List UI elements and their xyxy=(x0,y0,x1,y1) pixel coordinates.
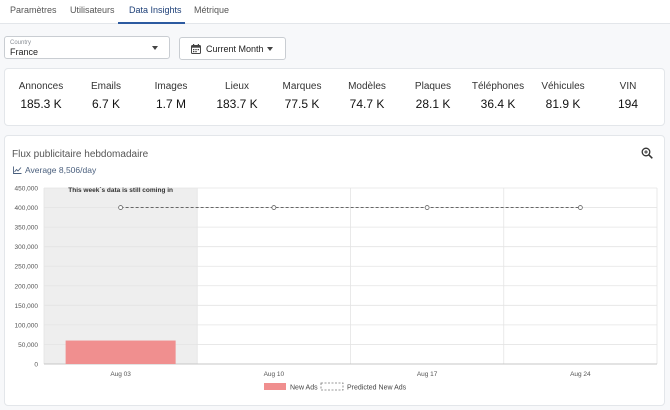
x-tick-label: Aug 17 xyxy=(417,371,438,378)
legend-swatch-new-ads xyxy=(264,383,286,390)
stat-label: Emails xyxy=(90,81,121,92)
legend-label-new-ads: New Ads xyxy=(290,385,318,392)
tab-utilisateurs[interactable]: Utilisateurs xyxy=(70,5,115,15)
stats-card: Annonces 185.3 K Emails 6.7 K Images 1.7… xyxy=(4,68,665,126)
legend-swatch-predicted xyxy=(320,382,344,391)
tab-data-insights[interactable]: Data Insights xyxy=(129,5,182,15)
tab-bar: Paramètres Utilisateurs Data Insights Mé… xyxy=(0,0,670,24)
y-tick-label: 0 xyxy=(34,362,38,369)
bar-new-ads xyxy=(65,340,176,364)
chevron-down-icon xyxy=(267,47,273,51)
period-label: Current Month xyxy=(206,44,264,54)
predicted-point xyxy=(424,205,430,210)
period-select-button[interactable]: Current Month xyxy=(179,37,286,60)
stat-label: Marques xyxy=(282,81,322,92)
predicted-point xyxy=(577,205,583,210)
stat-label: VIN xyxy=(619,81,637,92)
stat-telephones: Téléphones 36.4 K xyxy=(458,81,538,111)
tab-metrique[interactable]: Métrique xyxy=(194,5,230,15)
stat-label: Véhicules xyxy=(541,81,585,92)
x-tick-label: Aug 24 xyxy=(570,371,591,378)
y-tick-label: 200,000 xyxy=(15,283,39,290)
x-tick-label: Aug 03 xyxy=(110,371,131,378)
stat-value: 183.7 K xyxy=(216,97,258,111)
stat-modeles: Modèles 74.7 K xyxy=(327,81,407,111)
stat-value: 185.3 K xyxy=(20,97,62,111)
calendar-icon xyxy=(191,44,201,54)
chart-title: Flux publicitaire hebdomadaire xyxy=(12,149,149,160)
y-tick-label: 300,000 xyxy=(15,244,39,251)
stat-value: 81.9 K xyxy=(545,97,581,111)
incomplete-week-shade xyxy=(44,188,198,364)
average-row: Average 8,506/day xyxy=(13,165,96,175)
weekly-ads-chart-card: 0 50,000 100,000 150,000 200,000 250,000 300,0… xyxy=(4,135,665,406)
stat-label: Téléphones xyxy=(471,81,525,92)
average-text: Average 8,506/day xyxy=(25,165,97,175)
stat-label: Images xyxy=(154,81,188,92)
country-value: France xyxy=(10,47,39,57)
tab-parametres[interactable]: Paramètres xyxy=(10,5,57,15)
incomplete-week-annotation: This week´s data is still coming in xyxy=(68,187,173,194)
y-tick-label: 450,000 xyxy=(15,186,39,193)
chevron-down-icon xyxy=(152,46,158,50)
stat-lieux: Lieux 183.7 K xyxy=(197,81,277,111)
active-tab-indicator xyxy=(118,22,185,24)
stat-label: Plaques xyxy=(414,81,452,92)
y-tick-label: 150,000 xyxy=(15,303,39,310)
stat-value: 36.4 K xyxy=(480,97,516,111)
zoom-in-icon[interactable] xyxy=(641,147,653,159)
stat-annonces: Annonces 185.3 K xyxy=(1,81,81,111)
y-tick-label: 250,000 xyxy=(15,264,39,271)
y-tick-label: 350,000 xyxy=(15,225,39,232)
stat-label: Annonces xyxy=(18,81,64,92)
predicted-point xyxy=(118,205,124,210)
y-tick-label: 100,000 xyxy=(15,322,39,329)
country-select[interactable]: Country France xyxy=(4,36,170,59)
stat-value: 28.1 K xyxy=(415,97,451,111)
stat-marques: Marques 77.5 K xyxy=(262,81,342,111)
stat-value: 74.7 K xyxy=(349,97,385,111)
predicted-point xyxy=(271,205,277,210)
stat-value: 6.7 K xyxy=(91,97,121,111)
stat-label: Modèles xyxy=(348,81,386,92)
weekly-ads-chart: 0 50,000 100,000 150,000 200,000 250,000 300,0… xyxy=(15,186,658,392)
stat-label: Lieux xyxy=(225,81,249,92)
country-field-label: Country xyxy=(10,40,32,46)
stat-vehicules: Véhicules 81.9 K xyxy=(523,81,603,111)
trend-icon xyxy=(13,166,22,174)
stat-value: 1.7 M xyxy=(155,97,186,111)
legend-label-predicted: Predicted New Ads xyxy=(347,385,407,392)
y-tick-label: 400,000 xyxy=(15,205,39,212)
stat-value: 194 xyxy=(617,97,639,111)
x-tick-label: Aug 10 xyxy=(264,371,285,378)
stat-emails: Emails 6.7 K xyxy=(66,81,146,111)
stat-value: 77.5 K xyxy=(284,97,320,111)
stat-images: Images 1.7 M xyxy=(131,81,211,111)
stat-vin: VIN 194 xyxy=(588,81,668,111)
stat-plaques: Plaques 28.1 K xyxy=(393,81,473,111)
y-tick-label: 50,000 xyxy=(18,342,38,349)
